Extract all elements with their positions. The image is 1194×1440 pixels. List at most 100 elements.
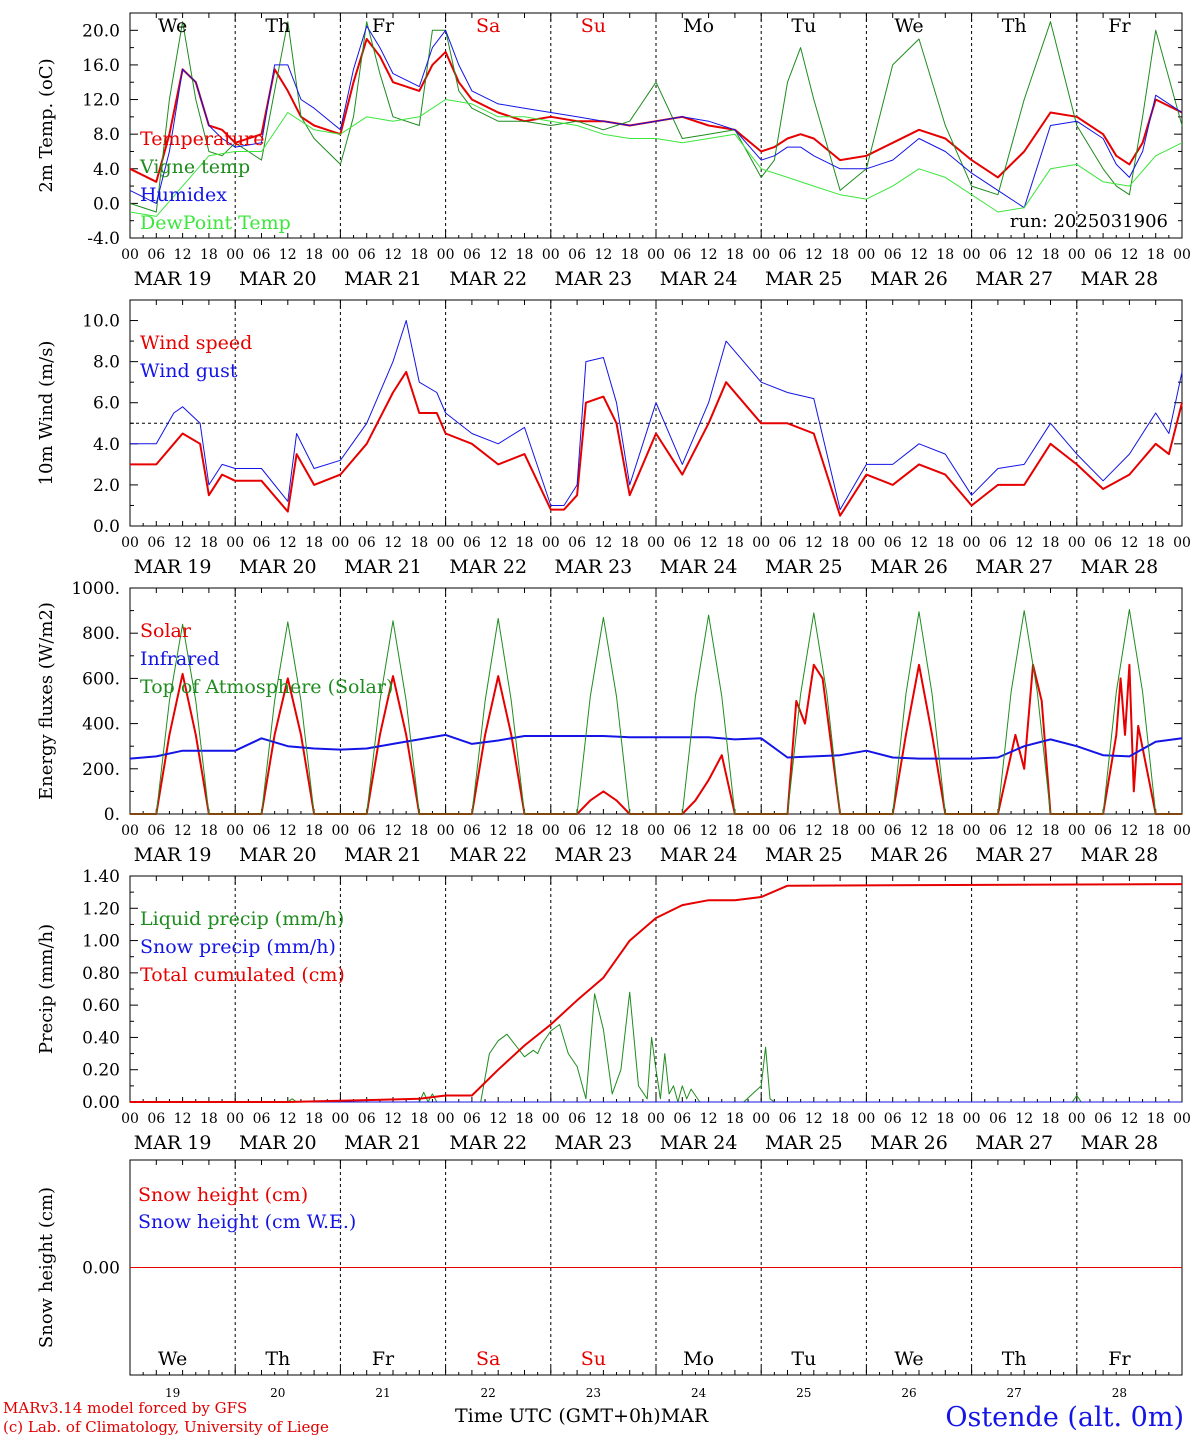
- date-label: MAR 28: [1081, 268, 1159, 290]
- hour-tick-label: 12: [174, 247, 192, 263]
- hour-tick-label: 06: [1094, 823, 1112, 839]
- hour-tick-label: 12: [594, 823, 612, 839]
- hour-tick-label: 00: [963, 1111, 981, 1127]
- y-tick-label: 0.: [104, 805, 120, 825]
- panel-3: 0. 200. 400. 600. 800. 1000. Energy fluxes (W/…: [36, 579, 1191, 866]
- legend-entry: Solar: [140, 620, 192, 642]
- day-name-label: We: [158, 15, 187, 37]
- hour-tick-label: 18: [831, 1111, 849, 1127]
- legend-entry: Snow height (cm): [138, 1184, 308, 1206]
- hour-tick-label: 12: [489, 1111, 507, 1127]
- y-tick-label: 1.00: [82, 932, 120, 952]
- date-label: MAR 24: [660, 1132, 738, 1154]
- date-label: MAR 21: [344, 844, 422, 866]
- hour-tick-label: 00: [331, 823, 349, 839]
- hour-tick-label: 06: [463, 1111, 481, 1127]
- day-name-label: Sa: [476, 1348, 500, 1370]
- hour-tick-label: 00: [1068, 247, 1086, 263]
- hour-tick-label: 18: [410, 247, 428, 263]
- day-name-label: Tu: [791, 1348, 816, 1370]
- hour-tick-label: 12: [910, 1111, 928, 1127]
- hour-tick-label: 12: [384, 823, 402, 839]
- hour-tick-label: 06: [568, 247, 586, 263]
- hour-tick-label: 06: [463, 247, 481, 263]
- day-number-label: 19: [165, 1386, 180, 1400]
- hour-tick-label: 12: [1120, 535, 1138, 551]
- hour-tick-label: 12: [279, 247, 297, 263]
- hour-tick-label: 18: [410, 535, 428, 551]
- hour-tick-label: 12: [174, 823, 192, 839]
- panel-5: 0.00 Snow height (cm) Snow height (cm) Snow…: [36, 1159, 1183, 1400]
- hour-tick-label: 18: [200, 823, 218, 839]
- hour-tick-label: 12: [1120, 247, 1138, 263]
- day-name-label: Th: [265, 1348, 290, 1370]
- series-line-liquid-precip-mm-h-: [130, 991, 1182, 1103]
- hour-tick-label: 12: [700, 1111, 718, 1127]
- hour-tick-label: 18: [936, 823, 954, 839]
- hour-tick-label: 12: [700, 823, 718, 839]
- legend-entry: Liquid precip (mm/h): [140, 908, 344, 930]
- hour-tick-label: 12: [805, 823, 823, 839]
- y-tick-label: 0.40: [82, 1028, 120, 1048]
- hour-tick-label: 00: [1173, 823, 1191, 839]
- day-name-label: Sa: [476, 15, 500, 37]
- y-tick-label: 2.0: [93, 476, 120, 496]
- hour-tick-label: 00: [752, 247, 770, 263]
- day-number-label: 22: [481, 1386, 496, 1400]
- date-label: MAR 23: [555, 268, 633, 290]
- day-number-label: 28: [1112, 1386, 1127, 1400]
- hour-tick-label: 06: [463, 823, 481, 839]
- y-axis-label: Energy fluxes (W/m2): [36, 602, 57, 800]
- y-tick-label: 200.: [82, 760, 120, 780]
- hour-tick-label: 18: [621, 823, 639, 839]
- legend-entry: Snow height (cm W.E.): [138, 1211, 356, 1233]
- hour-tick-label: 18: [516, 1111, 534, 1127]
- date-label: MAR 26: [870, 556, 948, 578]
- day-name-label: Su: [581, 15, 606, 37]
- hour-tick-label: 00: [1173, 535, 1191, 551]
- date-label: MAR 27: [975, 268, 1053, 290]
- hour-tick-label: 06: [779, 1111, 797, 1127]
- hour-tick-label: 12: [805, 535, 823, 551]
- day-number-label: 21: [375, 1386, 390, 1400]
- hour-tick-label: 18: [200, 535, 218, 551]
- day-name-label: Fr: [1108, 15, 1131, 37]
- hour-tick-label: 12: [1015, 823, 1033, 839]
- y-tick-label: 10.0: [82, 312, 120, 332]
- hour-tick-label: 00: [226, 1111, 244, 1127]
- hour-tick-label: 00: [857, 247, 875, 263]
- series-line-dewpoint-temp: [129, 99, 1183, 217]
- hour-tick-label: 18: [516, 823, 534, 839]
- y-tick-label: 0.0: [93, 517, 120, 537]
- hour-tick-label: 18: [621, 247, 639, 263]
- hour-tick-label: 18: [831, 535, 849, 551]
- hour-tick-label: 18: [516, 535, 534, 551]
- hour-tick-label: 06: [989, 1111, 1007, 1127]
- hour-tick-label: 06: [358, 823, 376, 839]
- date-label: MAR 28: [1081, 844, 1159, 866]
- hour-tick-label: 12: [279, 1111, 297, 1127]
- series-line-solar: [130, 663, 1182, 815]
- hour-tick-label: 18: [516, 247, 534, 263]
- hour-tick-label: 00: [226, 823, 244, 839]
- hour-tick-label: 12: [489, 535, 507, 551]
- hour-tick-label: 18: [200, 247, 218, 263]
- hour-tick-label: 12: [805, 1111, 823, 1127]
- hour-tick-label: 12: [700, 535, 718, 551]
- y-tick-label: 6.0: [93, 394, 120, 414]
- series-line-vigne-temp: [129, 21, 1183, 213]
- date-label: MAR 19: [134, 556, 212, 578]
- legend-entry: Wind gust: [140, 360, 238, 382]
- hour-tick-label: 06: [568, 535, 586, 551]
- y-tick-label: 1.40: [82, 867, 120, 887]
- date-label: MAR 24: [660, 844, 738, 866]
- date-label: MAR 22: [449, 268, 527, 290]
- hour-tick-label: 18: [305, 823, 323, 839]
- hour-tick-label: 00: [542, 823, 560, 839]
- hour-tick-label: 00: [752, 1111, 770, 1127]
- date-label: MAR 20: [239, 556, 317, 578]
- hour-tick-label: 00: [1173, 1111, 1191, 1127]
- series-line-total-cumulated-cm-: [130, 883, 1183, 1103]
- y-tick-label: 0.00: [82, 1259, 120, 1279]
